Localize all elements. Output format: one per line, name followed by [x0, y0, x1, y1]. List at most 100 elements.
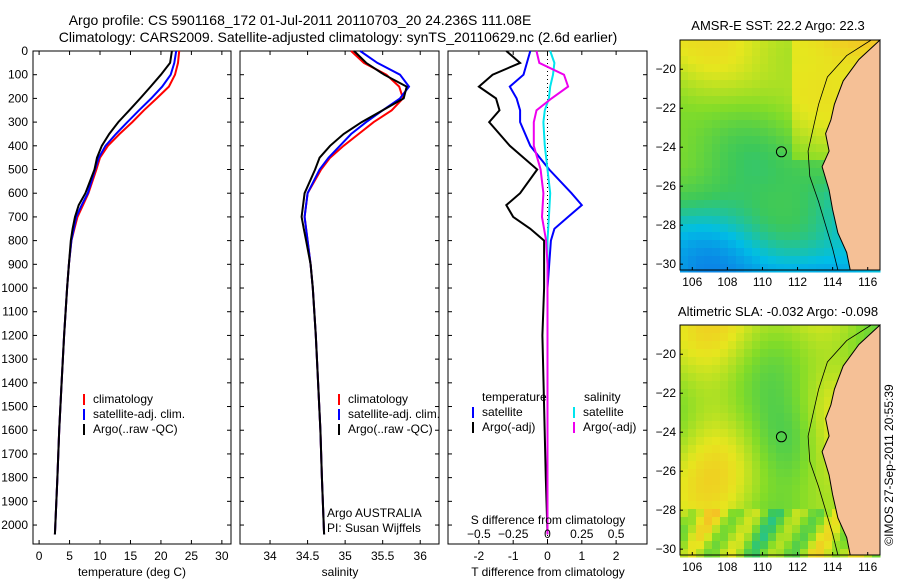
sst-cell	[744, 88, 753, 97]
sst-cell	[712, 136, 721, 145]
sla-cell	[760, 341, 769, 350]
sst-cell	[792, 256, 801, 265]
sla-cell	[776, 493, 785, 502]
sla-cell	[712, 525, 721, 534]
sla-cell	[696, 469, 705, 478]
sst-cell	[680, 64, 689, 73]
sst-cell	[840, 40, 849, 49]
sst-cell	[792, 224, 801, 233]
sla-cell	[768, 429, 777, 438]
sst-cell	[680, 128, 689, 137]
sst-cell	[736, 120, 745, 129]
sst-cell	[760, 80, 769, 89]
sst-cell	[832, 232, 841, 241]
sla-cell	[784, 469, 793, 478]
sla-cell	[704, 485, 713, 494]
sla-cell	[720, 397, 729, 406]
sla-cell	[816, 461, 825, 470]
sla-cell	[720, 469, 729, 478]
sst-cell	[832, 48, 841, 57]
sst-cell	[720, 128, 729, 137]
sla-cell	[768, 533, 777, 542]
sla-cell	[824, 349, 833, 358]
sla-cell	[728, 381, 737, 390]
sst-cell	[704, 168, 713, 177]
sla-cell	[712, 509, 721, 518]
sst-cell	[712, 160, 721, 169]
sla-cell	[696, 373, 705, 382]
sla-cell	[744, 437, 753, 446]
sla-cell	[824, 389, 833, 398]
sst-cell	[776, 56, 785, 65]
sst-cell	[792, 152, 801, 161]
sst-ytick-label: −28	[656, 218, 677, 232]
sst-cell	[792, 160, 801, 169]
sla-cell	[728, 389, 737, 398]
sst-cell	[728, 184, 737, 193]
sla-cell	[712, 493, 721, 502]
sst-cell	[688, 224, 697, 233]
sst-cell	[728, 72, 737, 81]
sst-cell	[776, 224, 785, 233]
sst-cell	[696, 136, 705, 145]
sla-cell	[832, 325, 841, 334]
sst-cell	[776, 48, 785, 57]
sst-cell	[728, 88, 737, 97]
sst-cell	[824, 240, 833, 249]
sla-cell	[808, 333, 817, 342]
sla-cell	[728, 341, 737, 350]
sst-cell	[680, 176, 689, 185]
sst-cell	[752, 160, 761, 169]
sla-cell	[800, 405, 809, 414]
sst-cell	[744, 160, 753, 169]
sla-cell	[736, 453, 745, 462]
sla-cell	[688, 389, 697, 398]
sla-cell	[776, 453, 785, 462]
sla-cell	[840, 533, 849, 542]
sst-cell	[776, 240, 785, 249]
sst-cell	[768, 96, 777, 105]
sst-cell	[704, 96, 713, 105]
sst-cell	[824, 232, 833, 241]
sst-cell	[856, 48, 865, 57]
sla-cell	[760, 373, 769, 382]
sst-cell	[736, 216, 745, 225]
sst-cell	[720, 88, 729, 97]
sla-cell	[784, 493, 793, 502]
sst-cell	[776, 248, 785, 257]
sla-cell	[752, 453, 761, 462]
sst-cell	[720, 144, 729, 153]
sla-cell	[808, 493, 817, 502]
sst-cell	[832, 248, 841, 257]
sst-cell	[752, 184, 761, 193]
sla-cell	[800, 397, 809, 406]
sst-cell	[688, 256, 697, 265]
sst-cell	[744, 56, 753, 65]
sst-cell	[800, 112, 809, 121]
sst-cell	[760, 176, 769, 185]
temp-xlabel: temperature (deg C)	[78, 565, 186, 579]
sla-cell	[768, 357, 777, 366]
sst-cell	[784, 216, 793, 225]
sla-cell	[712, 341, 721, 350]
sal-xlabel: salinity	[322, 565, 359, 579]
sst-xtick-label: 106	[682, 275, 702, 289]
sst-cell	[760, 120, 769, 129]
sla-cell	[720, 365, 729, 374]
sst-cell	[776, 112, 785, 121]
sla-cell	[736, 389, 745, 398]
sla-cell	[760, 525, 769, 534]
sla-cell	[784, 533, 793, 542]
sst-cell	[824, 192, 833, 201]
sst-cell	[752, 88, 761, 97]
depth-tick-label: 1600	[1, 423, 28, 437]
sla-cell	[736, 485, 745, 494]
sla-cell	[704, 469, 713, 478]
sla-cell	[840, 541, 849, 550]
sst-cell	[720, 176, 729, 185]
sst-cell	[696, 192, 705, 201]
sst-cell	[744, 232, 753, 241]
sst-cell	[792, 88, 801, 97]
sst-cell	[832, 88, 841, 97]
sst-cell	[784, 200, 793, 209]
